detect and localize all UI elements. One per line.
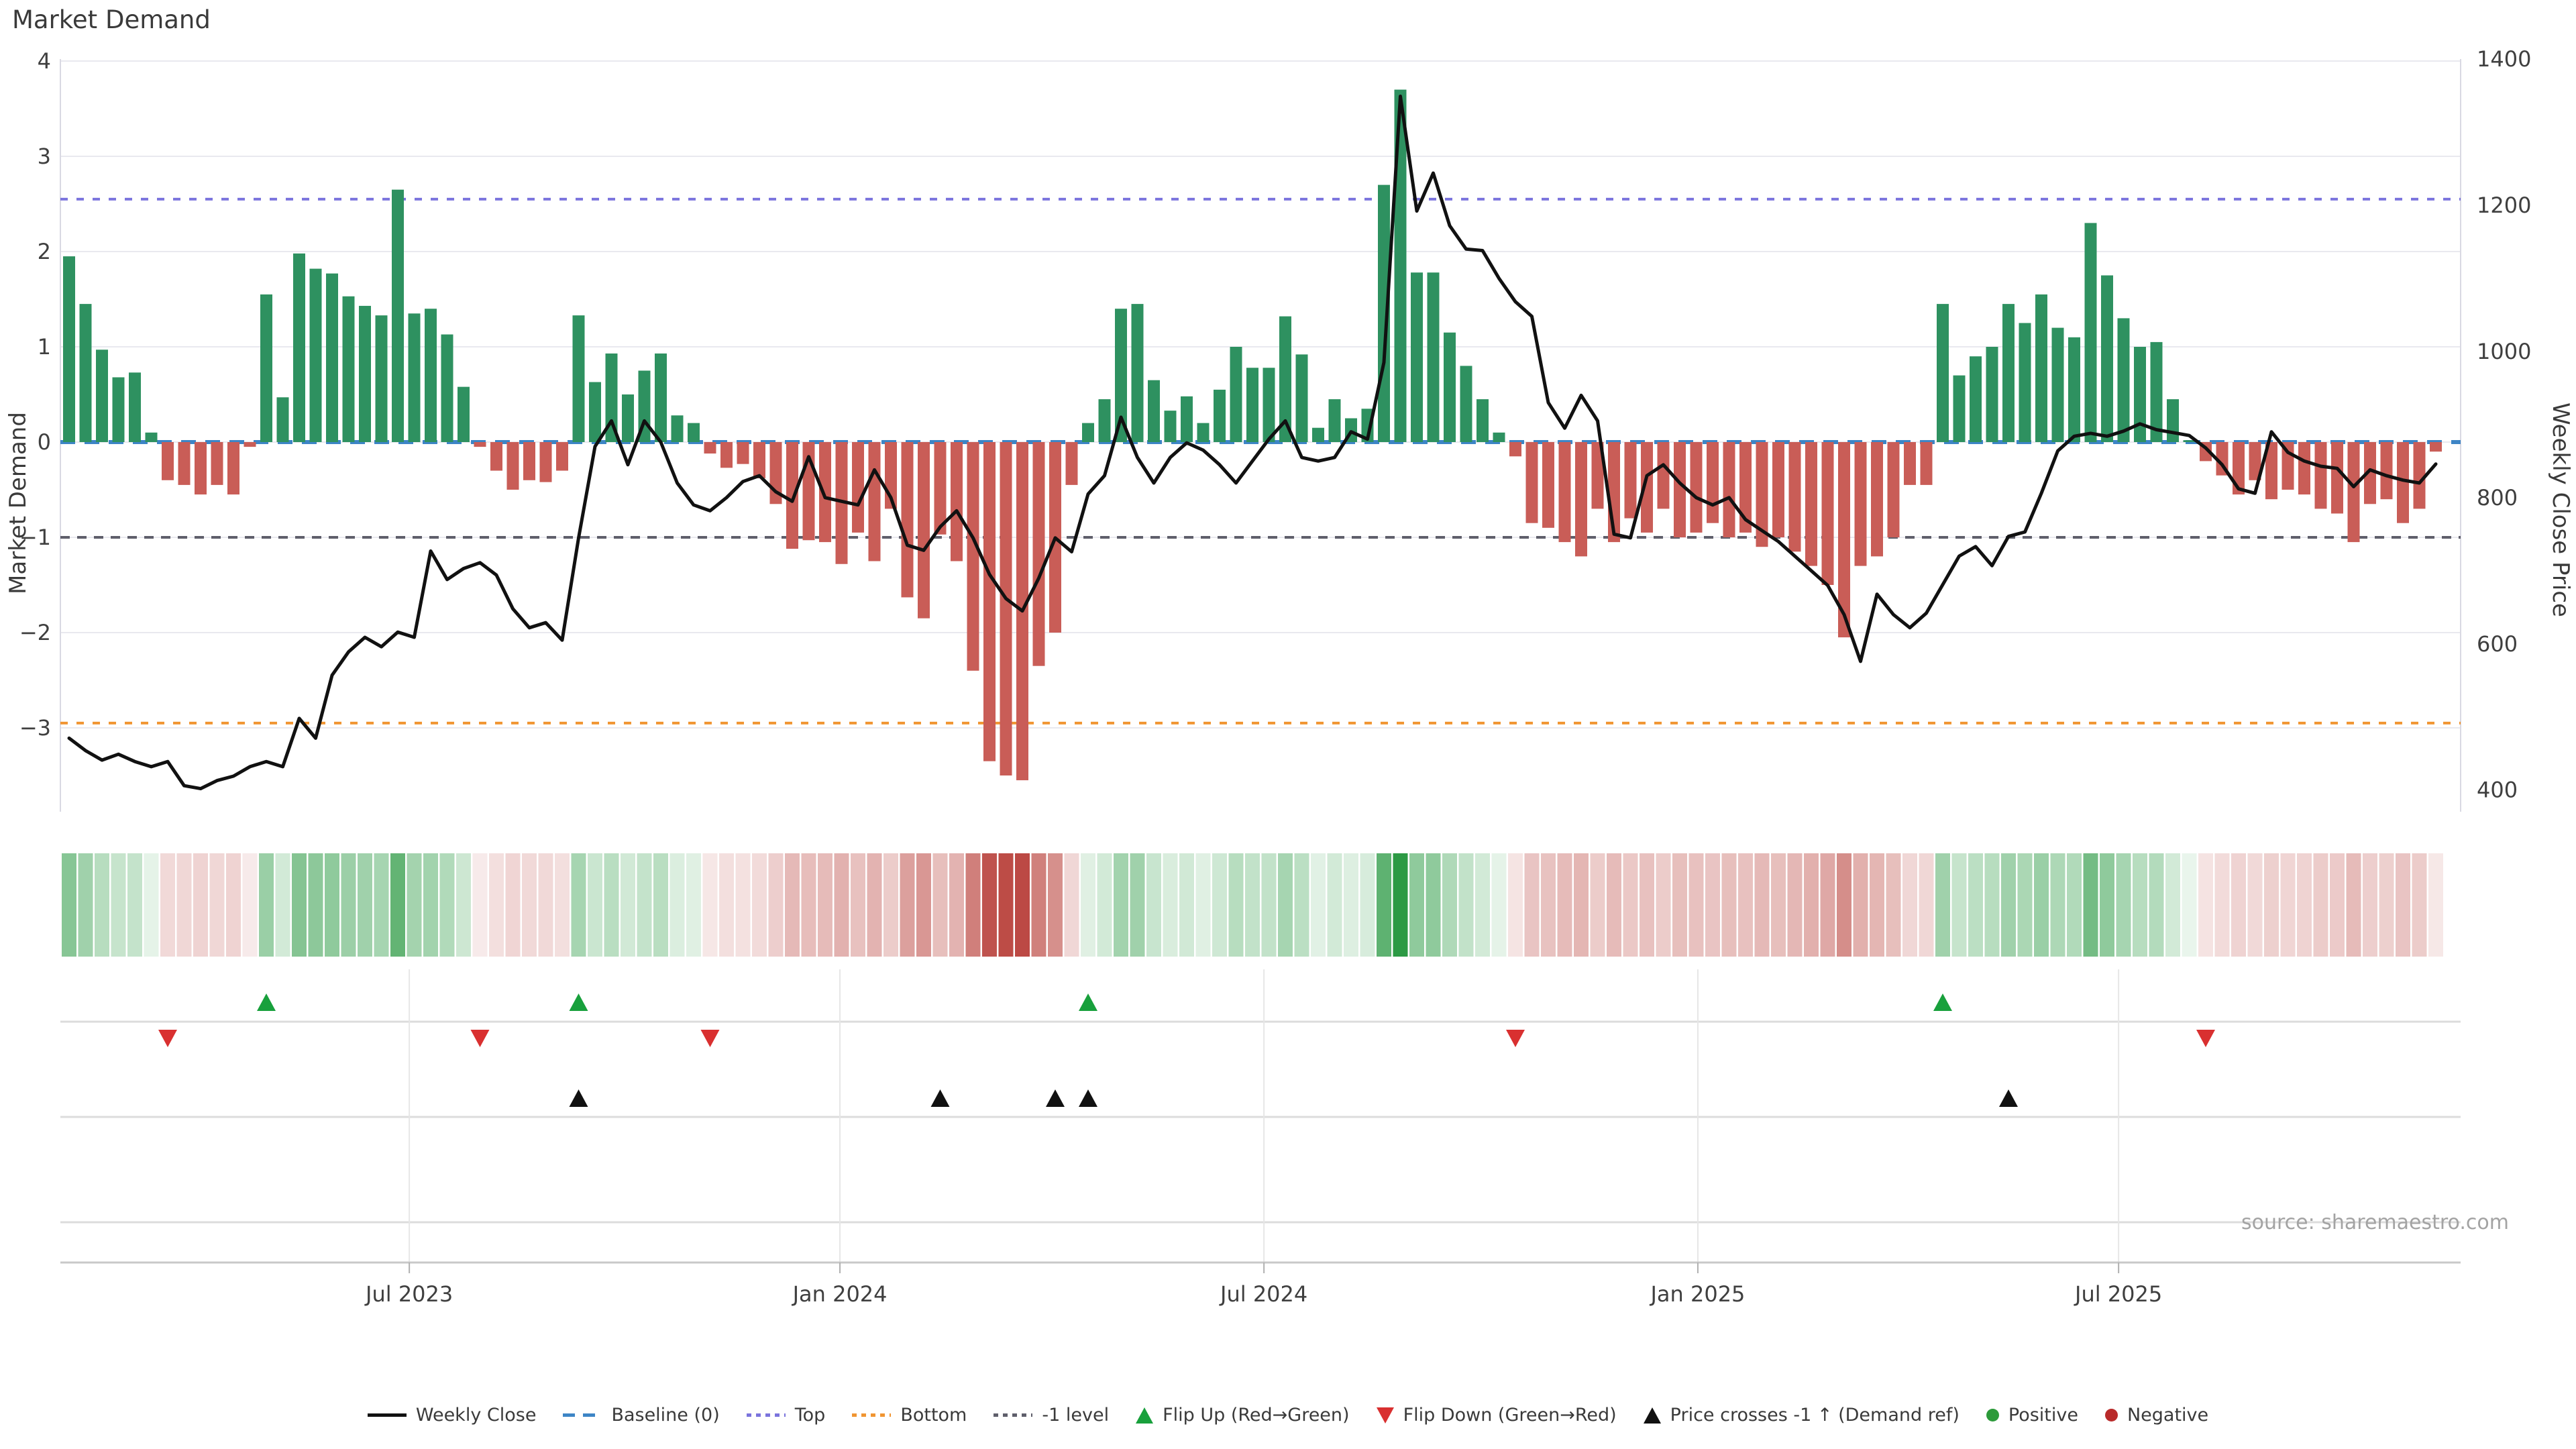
y-axis-label-right: Weekly Close Price — [2547, 402, 2574, 617]
source-note: source: sharemaestro.com — [2241, 1211, 2509, 1234]
legend-tri-down-red-icon — [1376, 1407, 1394, 1424]
legend-item: Negative — [2104, 1405, 2209, 1426]
x-tick-label: Jan 2025 — [1649, 1281, 1745, 1307]
y-left-tick-label: 4 — [38, 48, 51, 74]
legend-label: Baseline (0) — [611, 1405, 720, 1426]
legend-item: Top — [746, 1405, 826, 1426]
x-tick-label: Jul 2025 — [2074, 1281, 2162, 1307]
price-cross-markers — [569, 1089, 2018, 1107]
y-left-tick-label: −1 — [19, 525, 51, 550]
y-left-tick-label: −3 — [19, 715, 51, 741]
marker-band — [60, 969, 2461, 1263]
flip-down-markers — [158, 1030, 2215, 1047]
y-right-tick-label: 400 — [2477, 777, 2518, 803]
y-right-tick-label: 1200 — [2477, 193, 2531, 218]
demand-bars — [63, 89, 2442, 781]
reference-lines — [60, 197, 2461, 724]
y-axis-label-left: Market Demand — [5, 412, 32, 594]
legend-line-icon — [367, 1413, 407, 1417]
y-right-tick-label: 800 — [2477, 485, 2518, 511]
legend-label: Weekly Close — [415, 1405, 537, 1426]
legend-item: Flip Down (Green→Red) — [1376, 1405, 1617, 1426]
flip-up-markers — [257, 994, 1952, 1011]
y-right-tick-label: 1400 — [2477, 46, 2531, 72]
legend-item: Baseline (0) — [563, 1405, 720, 1426]
demand-heatmap-strip — [62, 853, 2443, 957]
legend-item: Weekly Close — [367, 1405, 537, 1426]
legend-label: Flip Down (Green→Red) — [1403, 1405, 1617, 1426]
axis-ticks: Jul 2023 Jan 2024 Jul 2024 Jan 2025 Jul 2025… — [19, 46, 2532, 1307]
legend-item: -1 level — [994, 1405, 1109, 1426]
legend-item: Flip Up (Red→Green) — [1136, 1405, 1350, 1426]
legend-item: Bottom — [852, 1405, 967, 1426]
legend-dot-minus1-icon — [994, 1413, 1033, 1417]
legend-dot-green-icon — [1986, 1409, 1999, 1421]
legend-label: Top — [794, 1405, 826, 1426]
legend-dot-top-icon — [746, 1413, 786, 1417]
y-left-tick-label: 2 — [38, 239, 51, 264]
x-tick-label: Jan 2024 — [792, 1281, 888, 1307]
legend-label: Bottom — [900, 1405, 967, 1426]
legend-label: -1 level — [1042, 1405, 1110, 1426]
chart-legend: Weekly Close Baseline (0) Top Bottom -1 leve… — [0, 1405, 2576, 1426]
legend-label: Positive — [2008, 1405, 2078, 1426]
y-left-tick-label: 0 — [38, 429, 51, 455]
y-left-tick-label: 3 — [38, 144, 51, 169]
legend-label: Negative — [2127, 1405, 2209, 1426]
legend-label: Price crosses -1 ↑ (Demand ref) — [1670, 1405, 1960, 1426]
weekly-close-line — [67, 95, 2438, 791]
y-right-tick-label: 1000 — [2477, 339, 2531, 364]
legend-tri-up-green-icon — [1136, 1407, 1154, 1424]
legend-dash-icon — [563, 1413, 602, 1417]
x-tick-label: Jul 2024 — [1219, 1281, 1307, 1307]
legend-tri-up-black-icon — [1643, 1407, 1661, 1424]
legend-label: Flip Up (Red→Green) — [1163, 1405, 1350, 1426]
legend-dot-bottom-icon — [852, 1413, 892, 1417]
y-left-tick-label: 1 — [38, 334, 51, 360]
page-title: Market Demand — [12, 5, 211, 34]
y-right-tick-label: 600 — [2477, 631, 2518, 657]
y-left-tick-label: −2 — [19, 620, 51, 645]
x-tick-label: Jul 2023 — [364, 1281, 453, 1307]
legend-item: Price crosses -1 ↑ (Demand ref) — [1643, 1405, 1960, 1426]
legend-item: Positive — [1986, 1405, 2078, 1426]
legend-dot-red-icon — [2104, 1409, 2118, 1421]
